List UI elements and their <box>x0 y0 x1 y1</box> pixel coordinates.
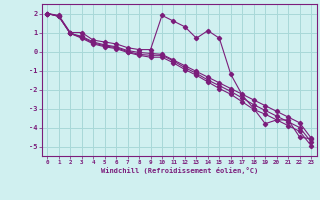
X-axis label: Windchill (Refroidissement éolien,°C): Windchill (Refroidissement éolien,°C) <box>100 167 258 174</box>
